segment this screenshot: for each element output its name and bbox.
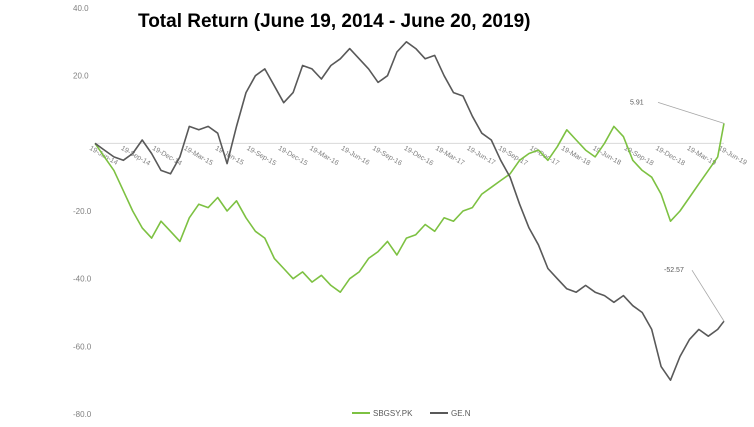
x-tick-label: 19-Jun-16 (340, 145, 371, 167)
data-label-leader (691, 269, 725, 322)
series-line-ge-n (94, 40, 725, 382)
x-tick-label: 19-Jun-17 (465, 145, 496, 167)
legend: SBGSY.PK GE.N (352, 409, 471, 418)
x-tick-label: 19-Sep-16 (371, 145, 403, 167)
y-axis: 40.0 20.0 -20.0 -40.0 -60.0 -80.0 (73, 4, 92, 419)
x-tick-label: 19-Mar-18 (560, 145, 592, 167)
y-tick-label: -20.0 (73, 207, 92, 216)
y-tick-label: 20.0 (73, 72, 89, 81)
x-tick-label: 19-Mar-17 (434, 145, 466, 167)
x-tick-label: 19-Mar-16 (308, 145, 340, 167)
series-layer: 5.91 -52.57 (94, 40, 725, 382)
data-label-leader (657, 101, 725, 124)
y-tick-label: -80.0 (73, 410, 92, 419)
y-tick-label: -60.0 (73, 342, 92, 351)
series-end-label: 5.91 (630, 99, 644, 106)
x-tick-label: 19-Sep-15 (245, 145, 277, 167)
x-tick-label: 19-Dec-15 (277, 145, 309, 167)
y-tick-label: 40.0 (73, 4, 89, 13)
x-tick-label: 19-Jun-19 (717, 145, 748, 167)
series-line-sbgsy-pk (94, 123, 725, 294)
x-axis: 19-Jun-14 19-Sep-14 19-Dec-14 19-Mar-15 19-J… (88, 145, 748, 167)
legend-label: GE.N (451, 409, 471, 418)
x-tick-label: 19-Dec-16 (403, 145, 435, 167)
y-tick-label: -40.0 (73, 275, 92, 284)
x-tick-label: 19-Dec-18 (654, 145, 686, 167)
series-end-label: -52.57 (664, 267, 684, 274)
legend-label: SBGSY.PK (373, 409, 413, 418)
chart-title: Total Return (June 19, 2014 - June 20, 2… (138, 11, 530, 32)
x-tick-label: 19-Mar-15 (182, 145, 214, 167)
x-tick-label: 19-Dec-14 (151, 145, 183, 167)
